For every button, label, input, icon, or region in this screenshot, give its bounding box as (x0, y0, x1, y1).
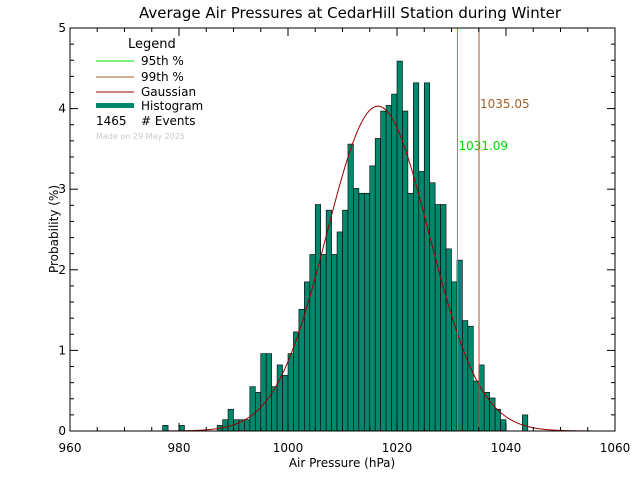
histogram-bar (287, 353, 294, 432)
histogram-bar (353, 188, 360, 432)
histogram-bar (260, 353, 267, 432)
x-tick-label: 1040 (491, 441, 522, 455)
chart-title: Average Air Pressures at CedarHill Stati… (139, 4, 562, 22)
histogram-bar (445, 248, 452, 432)
events-count: 1465 (96, 114, 127, 128)
histogram-bar (467, 325, 474, 432)
histogram-bar (434, 204, 441, 432)
histogram-bar (478, 364, 485, 432)
histogram-bar (249, 386, 256, 432)
y-tick-label: 0 (58, 424, 66, 438)
histogram-bar (522, 414, 529, 432)
histogram-bar (494, 408, 501, 432)
histogram-bar (440, 204, 447, 432)
y-axis-label: Probability (%) (47, 185, 61, 273)
histogram-bar (320, 254, 327, 432)
histogram-bar (282, 375, 289, 432)
legend-title: Legend (128, 37, 176, 52)
x-tick-label: 1020 (382, 441, 413, 455)
histogram-bar (265, 353, 272, 432)
y-tick-label: 5 (58, 21, 66, 35)
histogram-bar (429, 182, 436, 432)
events-label: # Events (141, 114, 196, 128)
histogram-bar (314, 204, 321, 432)
histogram-bar (369, 165, 376, 432)
histogram-bar (358, 192, 365, 432)
x-tick-label: 980 (168, 441, 191, 455)
histogram-bar (162, 425, 169, 432)
legend-label-gaussian: Gaussian (141, 85, 196, 99)
y-tick-label: 4 (58, 102, 66, 116)
histogram-bar (244, 419, 251, 432)
histogram-bar (222, 419, 229, 432)
axis-ticks: 960 980 1000 1020 1040 1060 0 1 2 3 4 5 (58, 21, 630, 455)
histogram-bar (396, 60, 403, 432)
histogram-bar (271, 386, 278, 432)
histogram-bar (500, 419, 507, 432)
histogram-bar (483, 392, 490, 432)
percentile-label: 1035.05 (480, 97, 530, 111)
histogram-bar (178, 425, 185, 432)
histogram-bar (451, 281, 458, 432)
histogram-bars (162, 60, 529, 432)
x-tick-label: 1000 (273, 441, 304, 455)
histogram-bar (489, 397, 496, 432)
x-axis-label: Air Pressure (hPa) (289, 456, 395, 470)
histogram-bar (413, 82, 420, 432)
legend-swatch-histogram (96, 103, 134, 108)
histogram-bar (331, 254, 338, 432)
histogram-bar (347, 143, 354, 432)
y-tick-label: 3 (58, 182, 66, 196)
histogram-bar (298, 308, 305, 432)
histogram-bar (472, 380, 480, 432)
histogram-bar (336, 231, 343, 432)
x-tick-label: 960 (59, 441, 82, 455)
legend-label-histogram: Histogram (141, 99, 203, 113)
legend-label-95th: 95th % (141, 54, 184, 68)
histogram-bar (407, 192, 414, 432)
histogram-bar (227, 408, 234, 432)
histogram-bar (423, 82, 430, 432)
histogram-bar (304, 281, 311, 432)
histogram-bar (363, 192, 371, 432)
legend: Legend 95th % 99th % Gaussian Histogram … (96, 37, 203, 141)
histogram-bar (391, 93, 398, 432)
percentile-lines: 1031.09 1035.05 (456, 28, 530, 431)
histogram-bar (380, 110, 387, 432)
histogram-bar (462, 320, 469, 432)
histogram-bar (342, 209, 349, 432)
histogram-bar (325, 209, 332, 432)
histogram-bar (402, 110, 409, 432)
percentile-label: 1031.09 (458, 139, 508, 153)
histogram-bar (385, 105, 392, 432)
histogram-bar (374, 138, 381, 432)
y-tick-label: 1 (58, 343, 66, 357)
y-tick-label: 2 (58, 263, 66, 277)
legend-label-99th: 99th % (141, 70, 184, 84)
made-on-text: Made on 29 May 2025 (96, 132, 185, 141)
x-tick-label: 1060 (600, 441, 631, 455)
histogram-bar (233, 419, 240, 432)
